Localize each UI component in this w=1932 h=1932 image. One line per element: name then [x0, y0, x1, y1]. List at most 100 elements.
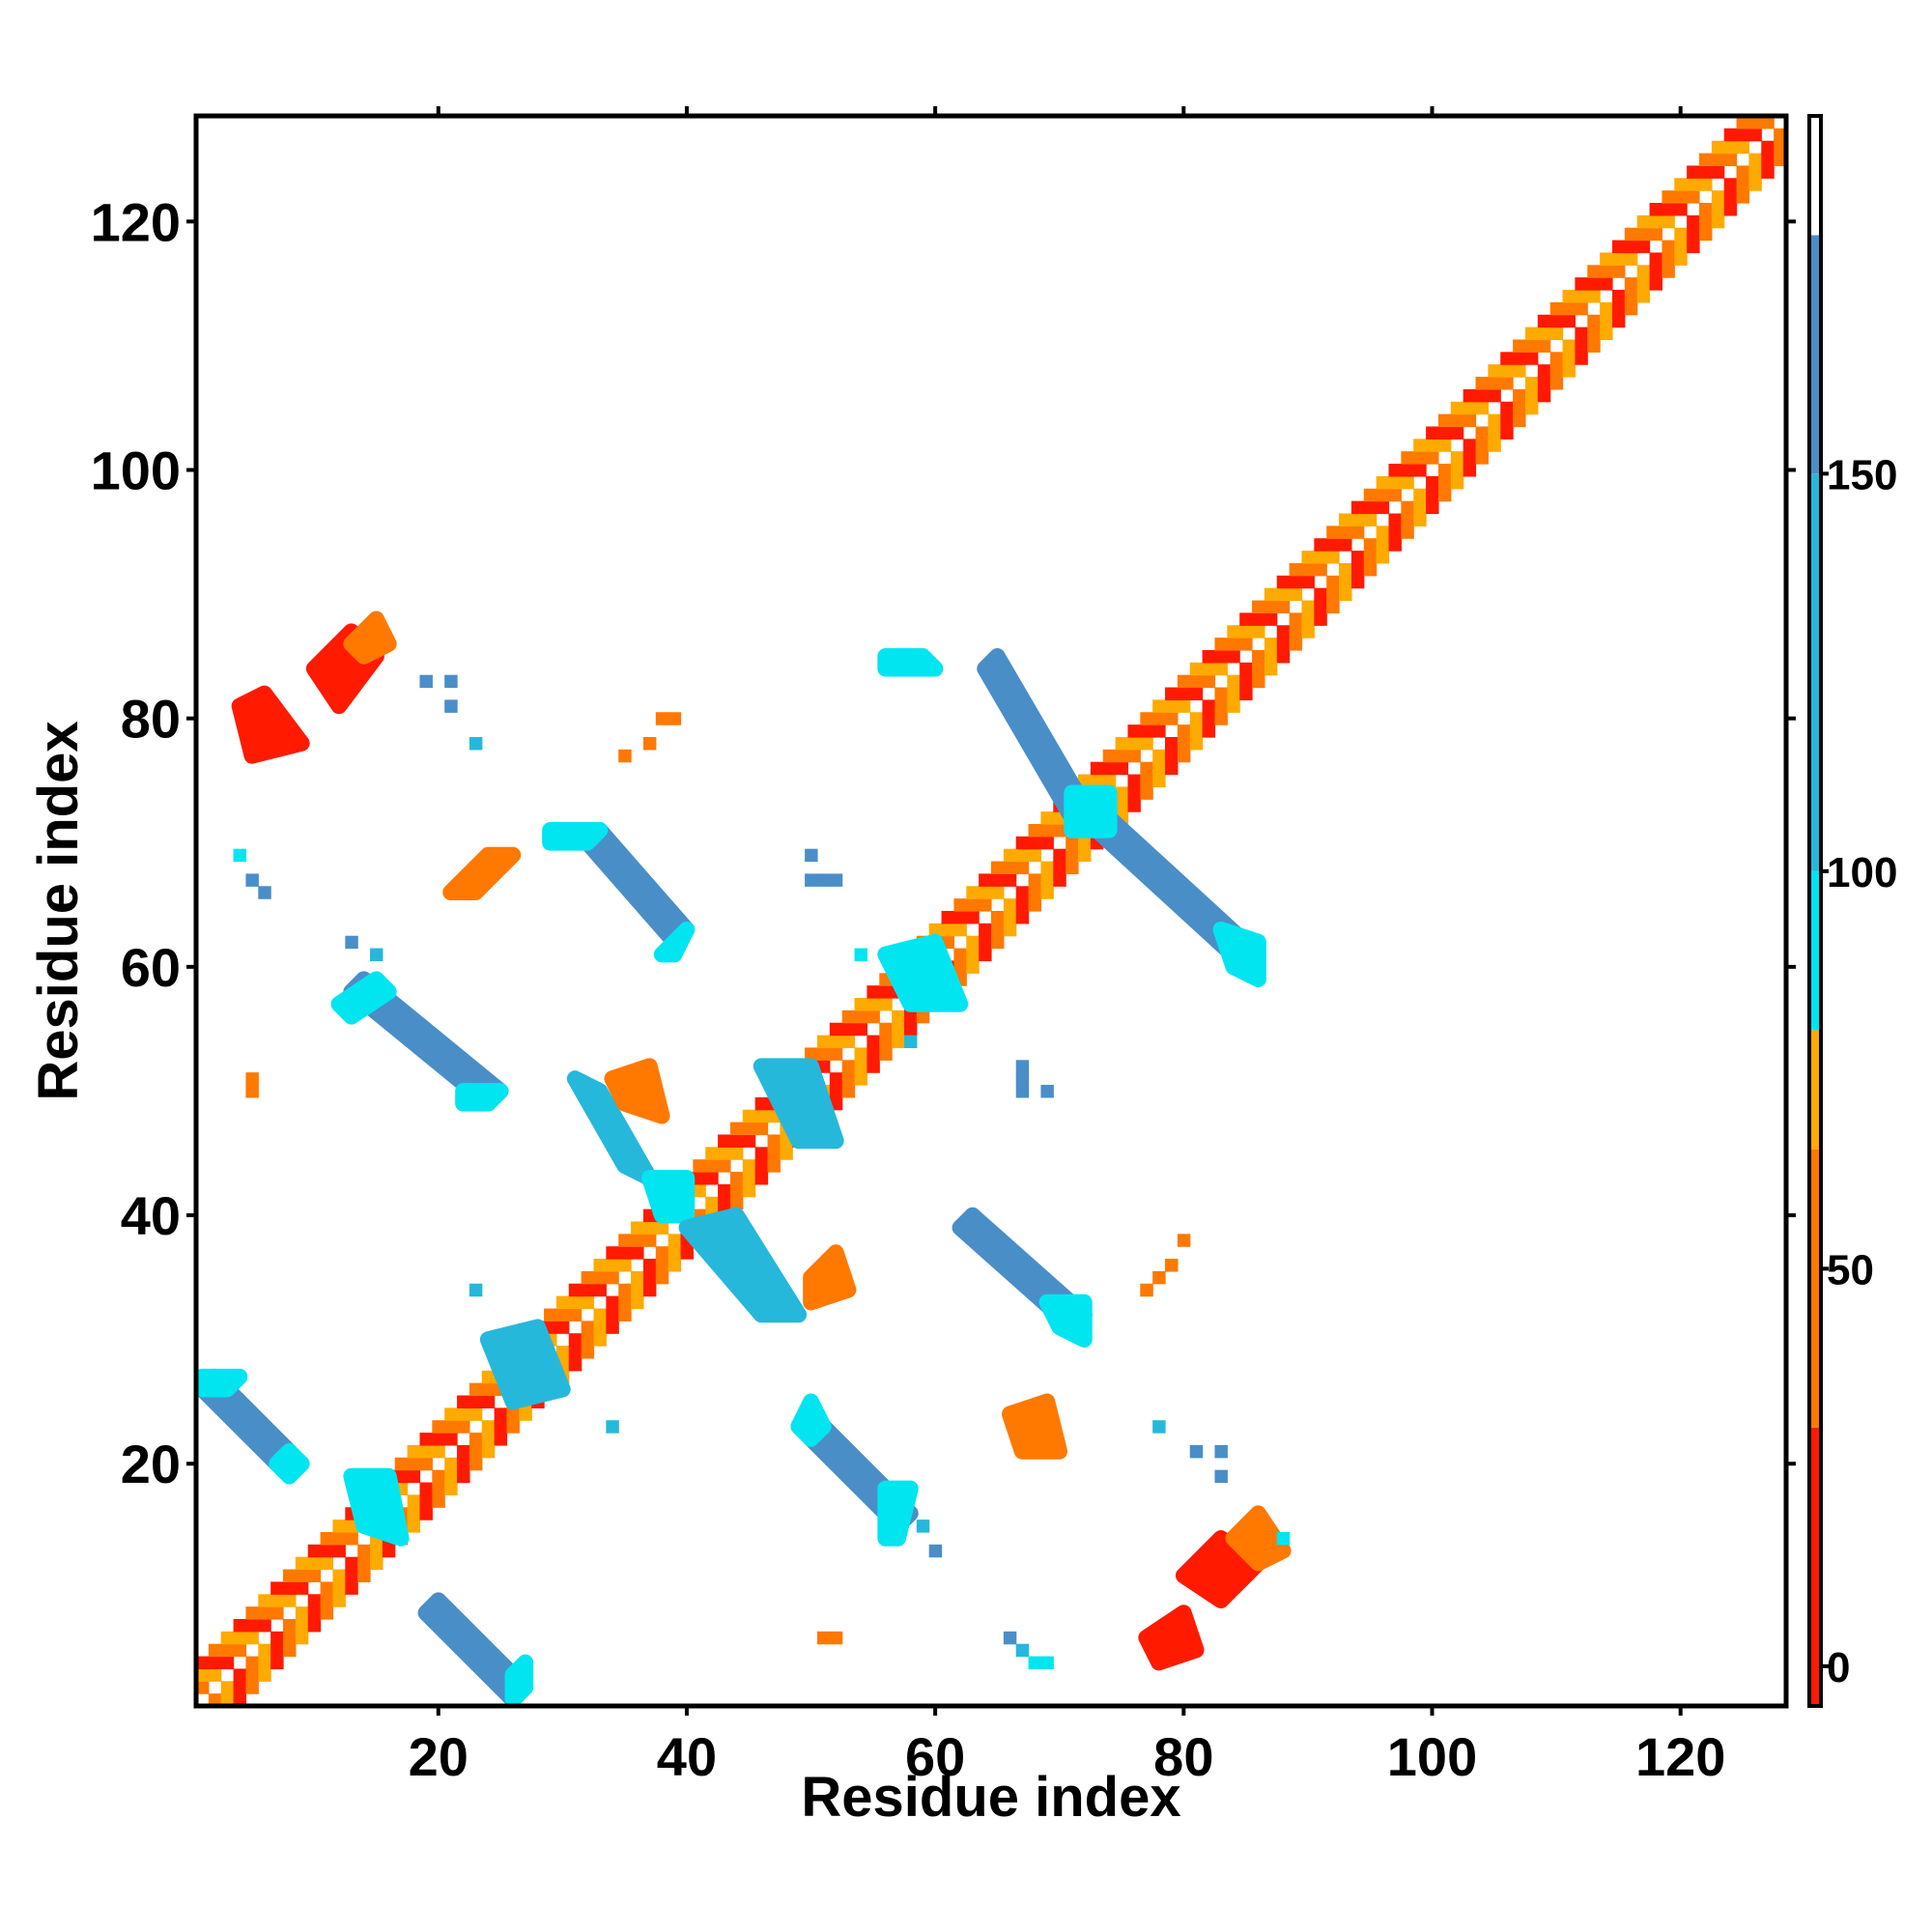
heatmap-cell — [1437, 413, 1452, 428]
heatmap-cell — [1674, 227, 1688, 242]
heatmap-cell — [320, 1606, 334, 1620]
heatmap-cell — [1549, 327, 1564, 341]
x-tick-label: 80 — [1153, 1726, 1213, 1787]
heatmap-cell — [1189, 1444, 1204, 1459]
heatmap-cell — [1065, 861, 1079, 875]
heatmap-cell — [295, 1631, 309, 1645]
heatmap-cell — [1587, 339, 1601, 353]
heatmap-cell — [370, 1556, 384, 1571]
heatmap-cell — [1674, 178, 1688, 191]
heatmap-cell — [892, 1035, 905, 1049]
heatmap-cell — [1674, 190, 1688, 204]
heatmap-cell — [1500, 413, 1514, 428]
heatmap-region — [455, 1083, 509, 1112]
heatmap-cell — [1115, 761, 1129, 776]
heatmap-cell — [1723, 203, 1738, 216]
heatmap-cell — [1687, 190, 1700, 204]
heatmap-cell — [481, 1370, 496, 1384]
heatmap-cell — [841, 1009, 856, 1024]
heatmap-cell — [419, 1494, 433, 1508]
heatmap-cell — [606, 1321, 619, 1334]
heatmap-region — [753, 1058, 844, 1150]
x-tick-label: 20 — [409, 1726, 469, 1787]
heatmap-cell — [754, 1122, 769, 1136]
heatmap-cell — [1140, 724, 1153, 738]
heatmap-cell — [892, 1009, 905, 1024]
heatmap-cell — [444, 674, 458, 689]
heatmap-cell — [419, 1444, 433, 1459]
heatmap-cell — [1513, 364, 1526, 378]
heatmap-cell — [1649, 227, 1663, 242]
heatmap-cell — [1015, 848, 1030, 863]
heatmap-cell — [320, 1581, 334, 1595]
heatmap-cell — [432, 1420, 445, 1434]
heatmap-cell — [1437, 464, 1452, 477]
heatmap-cell — [1264, 587, 1278, 602]
heatmap-cell — [1524, 401, 1539, 415]
heatmap-cell — [1500, 364, 1514, 378]
heatmap-cell — [593, 1283, 607, 1297]
heatmap-cell — [1140, 786, 1153, 800]
heatmap-cell — [1475, 439, 1489, 452]
heatmap-cell — [1401, 526, 1414, 539]
heatmap-cell — [1339, 513, 1352, 526]
heatmap-cell — [841, 1072, 856, 1086]
heatmap-cell — [729, 1134, 744, 1148]
heatmap-cell — [208, 1668, 222, 1682]
heatmap-cell — [854, 1060, 868, 1073]
heatmap-cell — [1350, 575, 1365, 589]
heatmap-cell — [1649, 214, 1663, 229]
heatmap-cell — [1289, 587, 1303, 602]
heatmap-cell — [432, 1469, 445, 1484]
heatmap-cell — [220, 1693, 235, 1707]
heatmap-cell — [805, 1047, 818, 1061]
heatmap-region — [1064, 784, 1118, 838]
heatmap-region — [1212, 921, 1266, 988]
heatmap-cell — [581, 1333, 595, 1347]
heatmap-cell — [1314, 600, 1327, 613]
heatmap-cell — [1339, 526, 1352, 539]
heatmap-cell — [979, 898, 992, 912]
heatmap-cell — [270, 1594, 284, 1607]
heatmap-cell — [258, 1668, 271, 1682]
heatmap-cell — [1264, 662, 1278, 676]
heatmap-cell — [1698, 178, 1713, 191]
heatmap-cell — [1227, 625, 1240, 639]
heatmap-cell — [1140, 712, 1153, 725]
heatmap-cell — [1363, 500, 1378, 515]
x-axis-title: Residue index — [801, 1766, 1180, 1829]
heatmap-cell — [1314, 562, 1327, 577]
heatmap-cell — [618, 749, 632, 763]
heatmap-cell — [1015, 1085, 1030, 1098]
colorbar-band — [1809, 870, 1821, 1031]
heatmap-cell — [1736, 190, 1750, 204]
heatmap-cell — [295, 1556, 309, 1571]
colorbar-frame — [1807, 114, 1823, 1708]
heatmap-cell — [332, 1594, 346, 1607]
heatmap-cell — [854, 1009, 868, 1024]
heatmap-cell — [1053, 861, 1066, 875]
heatmap-region — [231, 685, 310, 764]
heatmap-cell — [1611, 290, 1626, 303]
heatmap-cell — [593, 1259, 607, 1272]
heatmap-cell — [1339, 538, 1352, 552]
heatmap-cell — [1450, 413, 1464, 428]
heatmap-cell — [1115, 736, 1129, 751]
heatmap-cell — [1326, 600, 1340, 613]
heatmap-cell — [1227, 638, 1240, 651]
heatmap-cell — [718, 1196, 731, 1210]
heatmap-cell — [718, 1183, 731, 1198]
heatmap-cell — [307, 1556, 322, 1571]
heatmap-cell — [642, 1259, 657, 1272]
heatmap-cell — [1053, 823, 1066, 838]
heatmap-cell — [631, 1234, 644, 1247]
heatmap-cell — [941, 911, 955, 924]
heatmap-cell — [1549, 352, 1564, 365]
heatmap-cell — [419, 1457, 433, 1471]
heatmap-cell — [382, 1544, 396, 1558]
heatmap-cell — [705, 1196, 719, 1210]
heatmap-cell — [283, 1631, 297, 1645]
heatmap-cell — [1227, 674, 1240, 689]
heatmap-cell — [457, 1444, 470, 1459]
heatmap-cell — [1202, 674, 1216, 689]
